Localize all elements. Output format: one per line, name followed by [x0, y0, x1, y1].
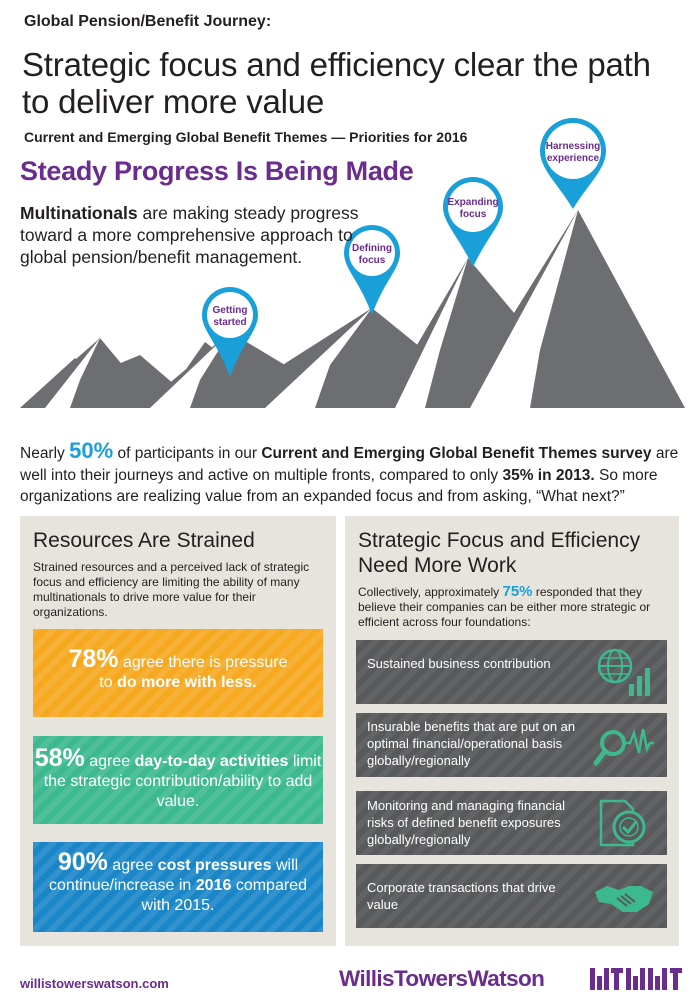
pin-getting-started: Getting started [202, 287, 258, 377]
callout-58: 58% agree day-to-day activities limit th… [33, 736, 323, 824]
strategic-title: Strategic Focus and Efficiency Need More… [358, 529, 641, 577]
foundation-4-text: Corporate transactions that drive value [367, 880, 556, 912]
pin-label-2b: focus [359, 255, 386, 266]
pin-label-2a: Defining [352, 243, 392, 254]
strategic-pct: 75% [502, 583, 533, 600]
progress-intro: Multinationals are making steady progres… [20, 202, 365, 268]
survey-name: Current and Emerging Global Benefit Them… [261, 445, 652, 462]
strategic-panel: Strategic Focus and Efficiency Need More… [345, 516, 679, 946]
callout-90-t2: will continue/increase in [49, 857, 299, 894]
foundation-3-text: Monitoring and managing financial risks … [367, 798, 566, 847]
survey-part4: So more organizations are realizing valu… [20, 466, 658, 506]
globe-chart-icon [597, 648, 650, 696]
callout-78-b1: do more with less. [117, 674, 257, 691]
pin-defining-focus: Defining focus [344, 225, 400, 315]
subhead: Current and Emerging Global Benefit Them… [24, 129, 468, 145]
mountain-5-highlight [470, 210, 578, 408]
foundation-2-text: Insurable benefits that are put on an op… [367, 719, 576, 768]
company-logo: WillisTowersWatson [339, 966, 545, 991]
strategic-body1: Collectively, approximately [358, 585, 503, 599]
callout-90: 90% agree cost pressures will continue/i… [33, 842, 323, 932]
logo-mark-icon [590, 968, 682, 990]
callout-90-t3: compared with 2015. [141, 877, 307, 914]
document-check-icon [599, 799, 646, 847]
foundation-4: Corporate transactions that drive value [356, 864, 667, 928]
mountain-4-highlight [395, 258, 468, 408]
handshake-icon [595, 886, 653, 912]
progress-title: Steady Progress Is Being Made [20, 156, 414, 186]
resources-title: Resources Are Strained [33, 529, 255, 552]
pin-label-4b: experience [547, 153, 600, 164]
callout-78-t1: agree there is pressure [118, 654, 288, 671]
footer-url[interactable]: willistowerswatson.com [20, 976, 169, 991]
callout-78: 78% agree there is pressure to do more w… [33, 629, 323, 717]
resources-body: Strained resources and a perceived lack … [33, 560, 310, 619]
magnifier-wave-icon [593, 728, 654, 766]
foundation-2: Insurable benefits that are put on an op… [356, 713, 667, 777]
callout-58-t2: limit the strategic contribution/ability… [43, 753, 322, 810]
foundation-1-text: Sustained business contribution [367, 656, 551, 671]
foundation-1: Sustained business contribution [356, 640, 667, 704]
pin-harnessing-experience: Harnessing experience [540, 118, 606, 209]
mountain-2-highlight [150, 332, 230, 408]
survey-pct: 50% [69, 438, 114, 463]
pin-label-3b: focus [460, 209, 487, 220]
mountain-1-highlight [45, 338, 100, 408]
foundation-3: Monitoring and managing financial risks … [356, 791, 667, 855]
callout-58-b1: day-to-day activities [134, 753, 289, 770]
pin-label-4a: Harnessing [546, 141, 600, 152]
kicker: Global Pension/Benefit Journey: [24, 13, 272, 30]
survey-part2: of participants in our [113, 445, 262, 462]
strategic-body: Collectively, approximately 75% responde… [358, 584, 663, 630]
survey-part1: Nearly [20, 445, 70, 462]
intro-bold: Multinationals [20, 203, 138, 223]
headline: Strategic focus and efficiency clear the… [22, 46, 651, 120]
mountain-1 [20, 338, 158, 408]
pin-expanding-focus: Expanding focus [443, 177, 503, 267]
callout-58-t1: agree [84, 753, 135, 770]
mountain-illustration: Getting started Defining focus Expanding… [20, 118, 685, 408]
pin-label-1a: Getting [213, 305, 248, 316]
pin-label-1b: started [213, 317, 246, 328]
pin-label-3a: Expanding [447, 197, 498, 208]
mountain-3-highlight [265, 308, 372, 408]
callout-90-pct: 90% [57, 848, 108, 876]
resources-panel: Resources Are Strained Strained resource… [20, 516, 336, 946]
survey-part3: are well into their journeys and active … [20, 445, 679, 484]
callout-78-t2: to [99, 674, 118, 691]
callout-90-b2: 2016 [195, 877, 232, 894]
callout-58-pct: 58% [34, 744, 85, 772]
callout-90-b1: cost pressures [157, 857, 272, 874]
callout-78-pct: 78% [68, 645, 119, 673]
survey-statement: Nearly 50% of participants in our Curren… [20, 440, 685, 508]
strategic-body2: responded that they believe their compan… [358, 585, 651, 629]
intro-rest: are making steady progress toward a more… [20, 203, 359, 267]
callout-90-t1: agree [107, 857, 158, 874]
survey-compare: 35% in 2013. [502, 466, 595, 484]
